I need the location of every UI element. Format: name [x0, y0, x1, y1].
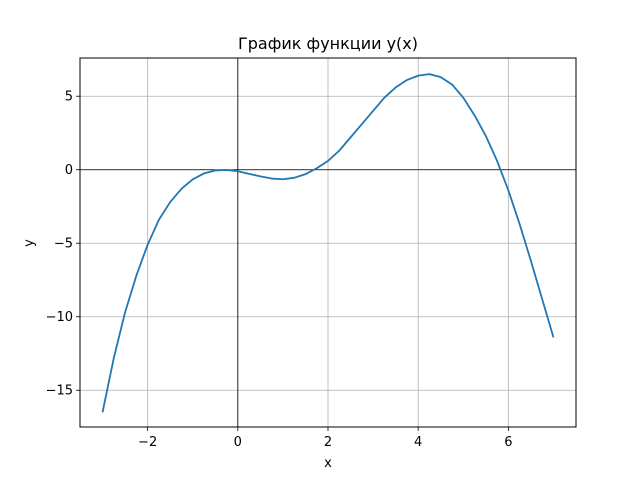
x-axis-label: x [324, 456, 332, 471]
x-tick-label: 0 [234, 435, 242, 450]
y-tick-label: 5 [65, 90, 73, 105]
x-tick-label: 4 [414, 435, 422, 450]
zero-lines [80, 58, 576, 427]
y-tick-label: −5 [54, 237, 73, 252]
tick-layer: −2 0 2 4 6 5 0 −5 −10 −15 [46, 90, 513, 450]
x-tick-label: 6 [504, 435, 512, 450]
y-tick-label: −10 [46, 310, 73, 325]
chart-title: График функции y(x) [238, 34, 418, 53]
y-axis-label: y [22, 239, 37, 247]
series-line [101, 73, 555, 413]
x-tick-label: 2 [324, 435, 332, 450]
y-tick-label: 0 [65, 163, 73, 178]
x-tick-label: −2 [138, 435, 157, 450]
y-tick-label: −15 [46, 384, 73, 399]
series-layer [101, 73, 555, 413]
